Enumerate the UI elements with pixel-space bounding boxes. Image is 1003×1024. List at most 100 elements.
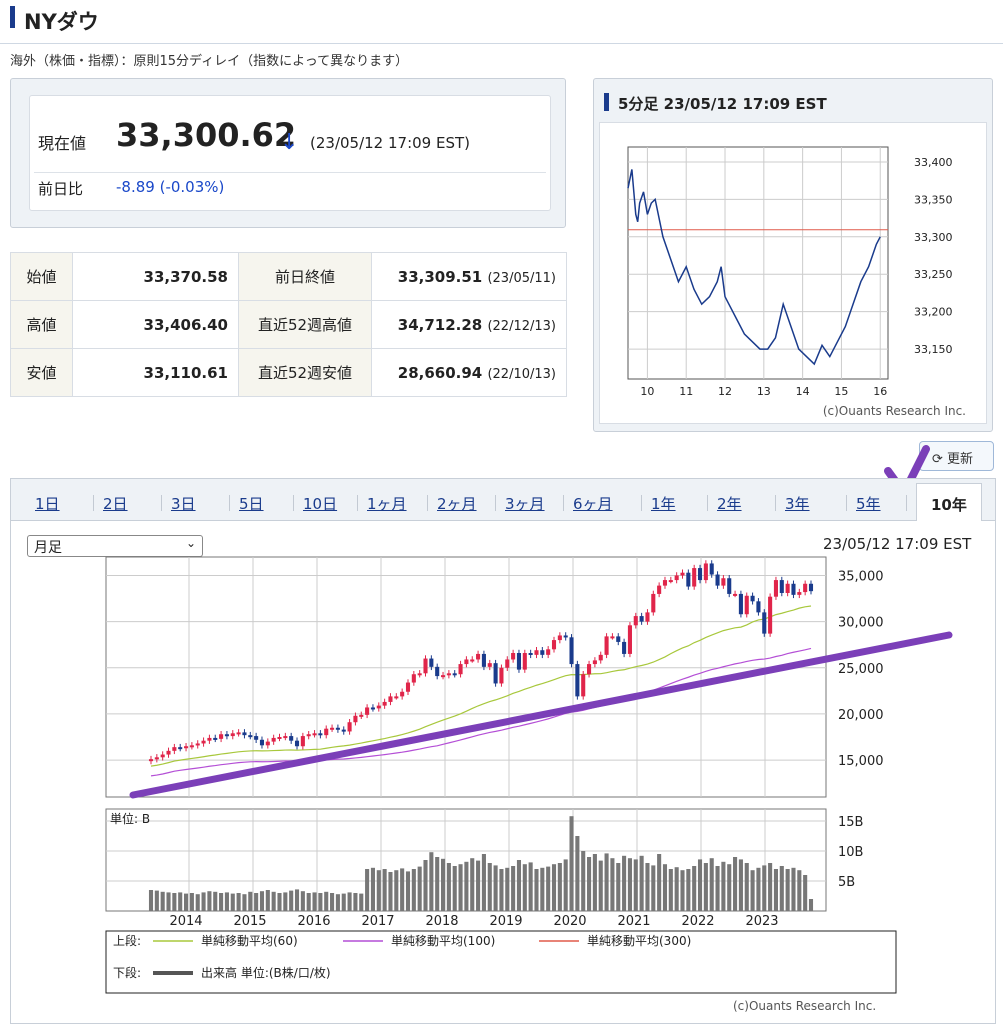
- candle: [242, 732, 247, 736]
- volume-bar: [148, 890, 154, 911]
- candle: [657, 585, 662, 594]
- table-row: 始値 33,370.58 前日終値 33,309.51 (23/05/11): [10, 252, 567, 301]
- intraday-line: [627, 169, 881, 366]
- legend-label: 単純移動平均(100): [391, 934, 495, 948]
- volume-bar: [178, 892, 183, 911]
- volume-bar: [610, 858, 615, 911]
- open-value: 33,370.58: [72, 252, 239, 301]
- volume-bar: [622, 855, 627, 911]
- volume-bar: [476, 860, 481, 911]
- candle: [528, 653, 533, 655]
- ma60-line: [150, 605, 812, 767]
- candle: [154, 757, 159, 760]
- candle: [651, 593, 656, 613]
- volume-bar: [604, 853, 609, 911]
- tab-period[interactable]: 3ヶ月: [505, 495, 545, 513]
- volume-bar: [773, 869, 778, 911]
- volume-bar: [791, 867, 796, 911]
- delay-note: 海外（株価・指標）：原則15分ディレイ（指数によって異なります）: [10, 54, 409, 69]
- intraday-title: 5分足 23/05/12 17:09 EST: [618, 95, 827, 113]
- volume-bar: [423, 860, 428, 911]
- candle: [446, 673, 451, 676]
- candle: [178, 747, 183, 750]
- x-tick-label: 2019: [489, 914, 522, 929]
- tab-period[interactable]: 5日: [239, 495, 264, 513]
- quote-table: 始値 33,370.58 前日終値 33,309.51 (23/05/11) 高…: [10, 252, 567, 397]
- refresh-icon: ⟳: [932, 452, 943, 467]
- candle: [330, 727, 335, 730]
- volume-bar: [779, 866, 784, 911]
- tab-separator: [229, 495, 230, 511]
- candle: [785, 583, 790, 593]
- tab-separator: [563, 495, 564, 511]
- tab-period[interactable]: 3年: [785, 495, 810, 513]
- high-value: 33,406.40: [72, 300, 239, 349]
- candle: [505, 659, 510, 668]
- volume-bar: [254, 893, 259, 911]
- tab-period[interactable]: 1ヶ月: [367, 495, 407, 513]
- volume-bar: [797, 870, 802, 911]
- y-tick-label: 33,300: [914, 231, 953, 244]
- prev-close-value: 33,309.51 (23/05/11): [371, 252, 567, 301]
- volume-bar: [639, 855, 644, 911]
- trend-annotation-line: [129, 631, 953, 799]
- candle: [481, 653, 486, 667]
- volume-bar: [394, 870, 399, 911]
- tab-period[interactable]: 5年: [856, 495, 881, 513]
- candle: [195, 743, 200, 746]
- tab-period[interactable]: 10年: [916, 483, 982, 521]
- volume-bar: [405, 871, 411, 911]
- x-tick-label: 2018: [425, 914, 458, 929]
- tab-period[interactable]: 1日: [35, 495, 60, 513]
- candle: [300, 736, 305, 747]
- candle: [312, 733, 317, 736]
- refresh-label: 更新: [947, 452, 974, 467]
- tab-separator: [641, 495, 642, 511]
- volume-tick-label: 5B: [838, 875, 855, 890]
- refresh-button[interactable]: ⟳ 更新: [919, 441, 994, 471]
- candle: [633, 616, 638, 626]
- tab-period[interactable]: 2ヶ月: [437, 495, 477, 513]
- volume-bar: [750, 870, 755, 911]
- candle: [639, 616, 644, 622]
- tab-period[interactable]: 10日: [303, 495, 338, 513]
- candle: [592, 660, 597, 665]
- volume-bar: [213, 891, 218, 911]
- x-tick-label: 13: [757, 385, 771, 398]
- volume-bar: [651, 865, 656, 911]
- candle: [435, 666, 440, 677]
- x-tick-label: 16: [873, 385, 887, 398]
- week52-low-value: 28,660.94 (22/10/13): [371, 348, 567, 397]
- tab-period[interactable]: 2年: [717, 495, 742, 513]
- tab-period[interactable]: 6ヶ月: [573, 495, 613, 513]
- candle: [148, 759, 154, 762]
- volume-bar: [686, 869, 691, 911]
- candle: [756, 601, 761, 613]
- candle: [166, 750, 171, 755]
- tab-period[interactable]: 3日: [171, 495, 196, 513]
- candle: [458, 664, 463, 675]
- volume-bar: [248, 891, 253, 911]
- candle: [265, 741, 270, 746]
- candle: [779, 580, 784, 593]
- y-tick-label: 30,000: [838, 616, 884, 631]
- tab-period[interactable]: 2日: [103, 495, 128, 513]
- x-tick-label: 2016: [297, 914, 330, 929]
- candle: [172, 747, 177, 751]
- volume-unit-label: 単位: B: [110, 811, 150, 826]
- volume-bar: [236, 893, 241, 911]
- tab-period[interactable]: 1年: [651, 495, 676, 513]
- candle: [627, 625, 632, 654]
- candle: [417, 673, 422, 676]
- tab-separator: [495, 495, 496, 511]
- candle: [283, 736, 288, 739]
- tab-separator: [427, 495, 428, 511]
- candle: [289, 736, 294, 741]
- prev-close-number: 33,309.51: [397, 267, 483, 286]
- tab-separator: [846, 495, 847, 511]
- volume-bar: [587, 857, 592, 911]
- volume-bar: [540, 867, 545, 911]
- candle: [668, 580, 673, 583]
- candle: [452, 673, 457, 676]
- candle: [721, 578, 726, 586]
